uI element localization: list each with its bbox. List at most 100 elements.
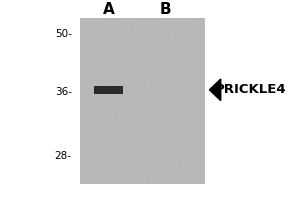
Point bbox=[179, 142, 184, 145]
Point bbox=[143, 77, 148, 80]
Point bbox=[158, 107, 163, 110]
Point bbox=[193, 83, 197, 86]
Point bbox=[114, 43, 119, 46]
Point bbox=[167, 139, 172, 142]
Point bbox=[112, 170, 117, 173]
Point bbox=[175, 107, 180, 110]
Point bbox=[88, 107, 93, 110]
Point bbox=[156, 101, 161, 104]
Point bbox=[119, 42, 124, 46]
Point bbox=[98, 70, 103, 73]
Point bbox=[99, 60, 103, 63]
Point bbox=[194, 142, 198, 145]
Point bbox=[98, 43, 103, 47]
Point bbox=[157, 151, 162, 154]
Point bbox=[81, 58, 86, 61]
Point bbox=[85, 119, 89, 122]
Point bbox=[128, 50, 133, 53]
Point bbox=[194, 112, 199, 115]
Point bbox=[156, 28, 161, 31]
Point bbox=[145, 117, 149, 120]
Point bbox=[195, 71, 200, 74]
Point bbox=[198, 113, 203, 116]
Point bbox=[152, 21, 157, 25]
Point bbox=[86, 86, 91, 89]
Point bbox=[91, 38, 95, 41]
Point bbox=[146, 32, 151, 35]
Point bbox=[93, 89, 98, 92]
Point bbox=[176, 18, 181, 21]
Point bbox=[83, 33, 88, 36]
Point bbox=[148, 81, 153, 85]
Point bbox=[92, 55, 97, 58]
Point bbox=[193, 178, 198, 181]
Point bbox=[181, 84, 186, 87]
Point bbox=[186, 136, 191, 139]
Point bbox=[113, 126, 118, 129]
Point bbox=[104, 97, 109, 100]
Point bbox=[152, 159, 157, 162]
Point bbox=[189, 25, 194, 28]
Point bbox=[148, 56, 152, 59]
Point bbox=[164, 158, 169, 162]
Point bbox=[140, 135, 145, 138]
Point bbox=[146, 128, 151, 131]
Point bbox=[135, 64, 140, 68]
Point bbox=[156, 129, 161, 132]
Point bbox=[188, 77, 192, 81]
Point bbox=[179, 130, 184, 133]
Point bbox=[198, 41, 203, 45]
Point bbox=[168, 21, 173, 25]
Point bbox=[114, 162, 118, 166]
Point bbox=[118, 129, 123, 132]
Point bbox=[190, 26, 195, 30]
Point bbox=[83, 70, 88, 73]
Point bbox=[145, 146, 150, 149]
Point bbox=[113, 107, 118, 110]
Point bbox=[94, 145, 98, 149]
Point bbox=[142, 37, 147, 40]
Point bbox=[139, 134, 144, 137]
Text: 36-: 36- bbox=[55, 87, 72, 97]
Point bbox=[200, 89, 205, 92]
Point bbox=[85, 59, 90, 62]
Point bbox=[89, 163, 94, 166]
Point bbox=[166, 178, 171, 181]
Point bbox=[85, 30, 90, 33]
Point bbox=[160, 93, 165, 96]
Point bbox=[196, 92, 201, 96]
Point bbox=[149, 140, 154, 143]
Point bbox=[170, 28, 175, 31]
Point bbox=[128, 22, 133, 26]
Point bbox=[149, 19, 154, 22]
Point bbox=[179, 21, 184, 25]
Point bbox=[94, 45, 99, 48]
Point bbox=[182, 168, 186, 171]
Point bbox=[142, 84, 147, 87]
Point bbox=[192, 142, 197, 146]
Point bbox=[121, 159, 126, 163]
Point bbox=[145, 93, 149, 96]
Point bbox=[158, 39, 162, 42]
Point bbox=[88, 152, 93, 156]
Point bbox=[182, 148, 187, 151]
Point bbox=[131, 105, 136, 108]
Point bbox=[105, 163, 110, 166]
Point bbox=[187, 66, 192, 69]
Point bbox=[195, 81, 200, 85]
Point bbox=[88, 74, 92, 78]
Point bbox=[155, 33, 160, 36]
Point bbox=[135, 30, 140, 33]
Point bbox=[175, 81, 179, 84]
Point bbox=[88, 156, 92, 160]
Point bbox=[91, 42, 96, 45]
Point bbox=[126, 97, 131, 100]
Point bbox=[142, 44, 147, 47]
Point bbox=[173, 166, 178, 170]
Point bbox=[199, 19, 204, 22]
Point bbox=[99, 164, 104, 168]
Point bbox=[143, 90, 148, 93]
Point bbox=[95, 151, 100, 154]
Point bbox=[171, 167, 176, 170]
Point bbox=[96, 128, 101, 131]
